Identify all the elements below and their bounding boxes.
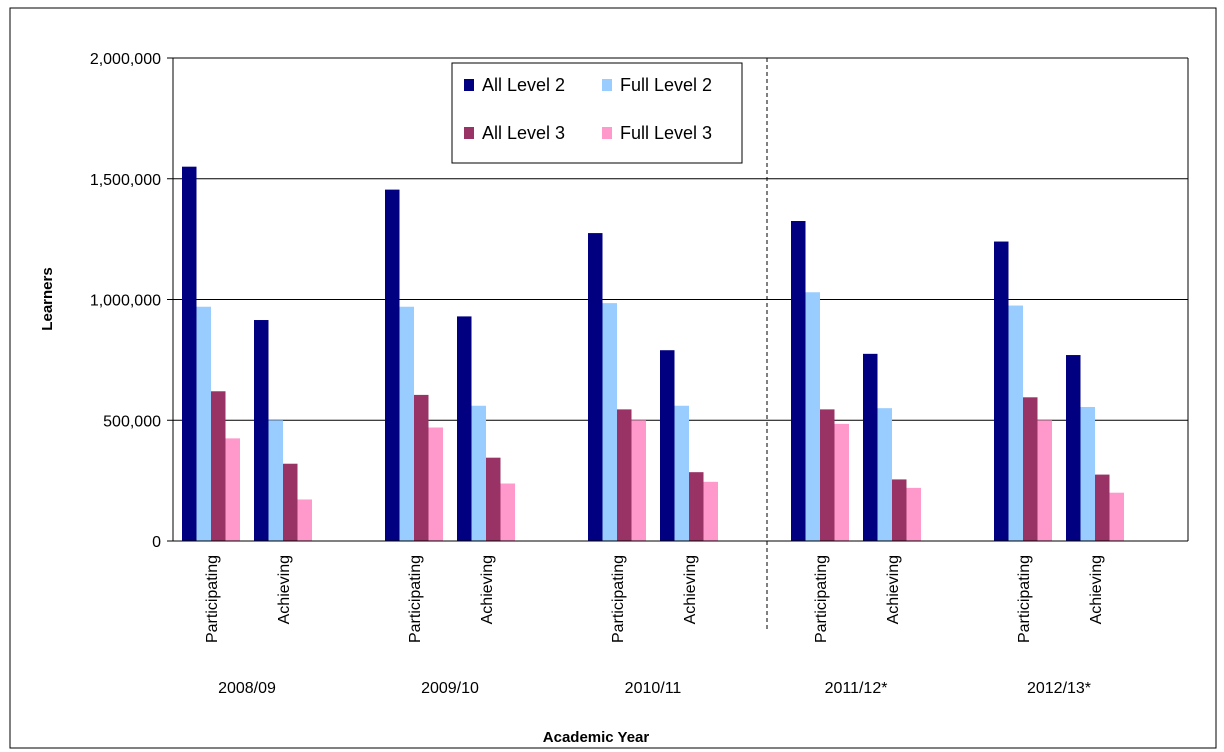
group-label: 2010/11 bbox=[625, 680, 682, 697]
x-tick-label: Achieving bbox=[1088, 555, 1105, 624]
x-tick-label: Participating bbox=[813, 555, 830, 643]
bar bbox=[1109, 492, 1124, 541]
bar bbox=[268, 420, 283, 541]
axes bbox=[167, 57, 1189, 631]
x-tick-label: Achieving bbox=[885, 555, 902, 624]
bar bbox=[602, 303, 617, 541]
legend-swatch bbox=[602, 127, 612, 139]
x-tick-label: Participating bbox=[407, 555, 424, 643]
bar bbox=[457, 316, 472, 541]
bar bbox=[703, 481, 718, 541]
bars bbox=[182, 166, 1124, 542]
bar bbox=[500, 483, 515, 541]
bar bbox=[834, 423, 849, 541]
group-label: 2008/09 bbox=[218, 680, 276, 697]
bar bbox=[1037, 420, 1052, 541]
bar bbox=[1095, 474, 1110, 541]
bar bbox=[225, 438, 240, 541]
bar bbox=[994, 241, 1009, 542]
bar bbox=[863, 353, 878, 541]
x-tick-label: Participating bbox=[204, 555, 221, 643]
x-tick-label: Achieving bbox=[479, 555, 496, 624]
x-axis-title: Academic Year bbox=[543, 729, 650, 746]
bar bbox=[1066, 355, 1081, 541]
legend-entry: Full Level 2 bbox=[620, 75, 712, 95]
legend-entry: All Level 2 bbox=[482, 75, 565, 95]
legend-entry: Full Level 3 bbox=[620, 123, 712, 143]
legend: All Level 2 Full Level 2 All Level 3 Full L… bbox=[451, 62, 743, 164]
y-axis-title: Learners bbox=[39, 267, 56, 330]
bar bbox=[196, 306, 211, 541]
bar bbox=[1023, 397, 1038, 541]
x-tick-label: Achieving bbox=[276, 555, 293, 624]
group-label: 2012/13* bbox=[1027, 680, 1091, 697]
bar bbox=[820, 409, 835, 541]
bar bbox=[689, 472, 704, 541]
legend-box bbox=[451, 62, 743, 164]
y-tick-label: 0 bbox=[152, 534, 161, 551]
bar bbox=[906, 487, 921, 541]
bar bbox=[414, 394, 429, 541]
group-label: 2009/10 bbox=[421, 680, 479, 697]
bar bbox=[892, 479, 907, 541]
bar bbox=[660, 350, 675, 541]
legend-entry: All Level 3 bbox=[482, 123, 565, 143]
bar bbox=[182, 166, 197, 542]
legend-swatch bbox=[464, 127, 474, 139]
bar bbox=[877, 408, 892, 541]
x-tick-label: Participating bbox=[1016, 555, 1033, 643]
x-tick-label: Achieving bbox=[682, 555, 699, 624]
bar bbox=[399, 306, 414, 541]
bar bbox=[791, 221, 806, 541]
bar bbox=[617, 409, 632, 541]
x-tick-label: Participating bbox=[610, 555, 627, 643]
bar bbox=[471, 405, 486, 541]
labels: 0 500,000 1,000,000 1,500,000 2,000,000 Parti… bbox=[90, 51, 1105, 697]
bar bbox=[254, 320, 269, 541]
bar bbox=[385, 189, 400, 541]
y-tick-label: 1,000,000 bbox=[90, 293, 161, 310]
bar bbox=[1008, 305, 1023, 541]
bar bbox=[631, 420, 646, 541]
legend-swatch bbox=[602, 79, 612, 91]
bar bbox=[486, 457, 501, 541]
bar bbox=[283, 463, 298, 541]
bar bbox=[588, 233, 603, 541]
bar bbox=[1080, 406, 1095, 541]
y-tick-label: 2,000,000 bbox=[90, 51, 161, 68]
y-tick-label: 500,000 bbox=[103, 413, 161, 430]
y-tick-label: 1,500,000 bbox=[90, 172, 161, 189]
legend-swatch bbox=[464, 79, 474, 91]
bar bbox=[428, 427, 443, 541]
bar bbox=[297, 499, 312, 541]
bar bbox=[674, 405, 689, 541]
bar bbox=[805, 292, 820, 541]
bar bbox=[211, 391, 226, 541]
group-label: 2011/12* bbox=[825, 680, 888, 697]
